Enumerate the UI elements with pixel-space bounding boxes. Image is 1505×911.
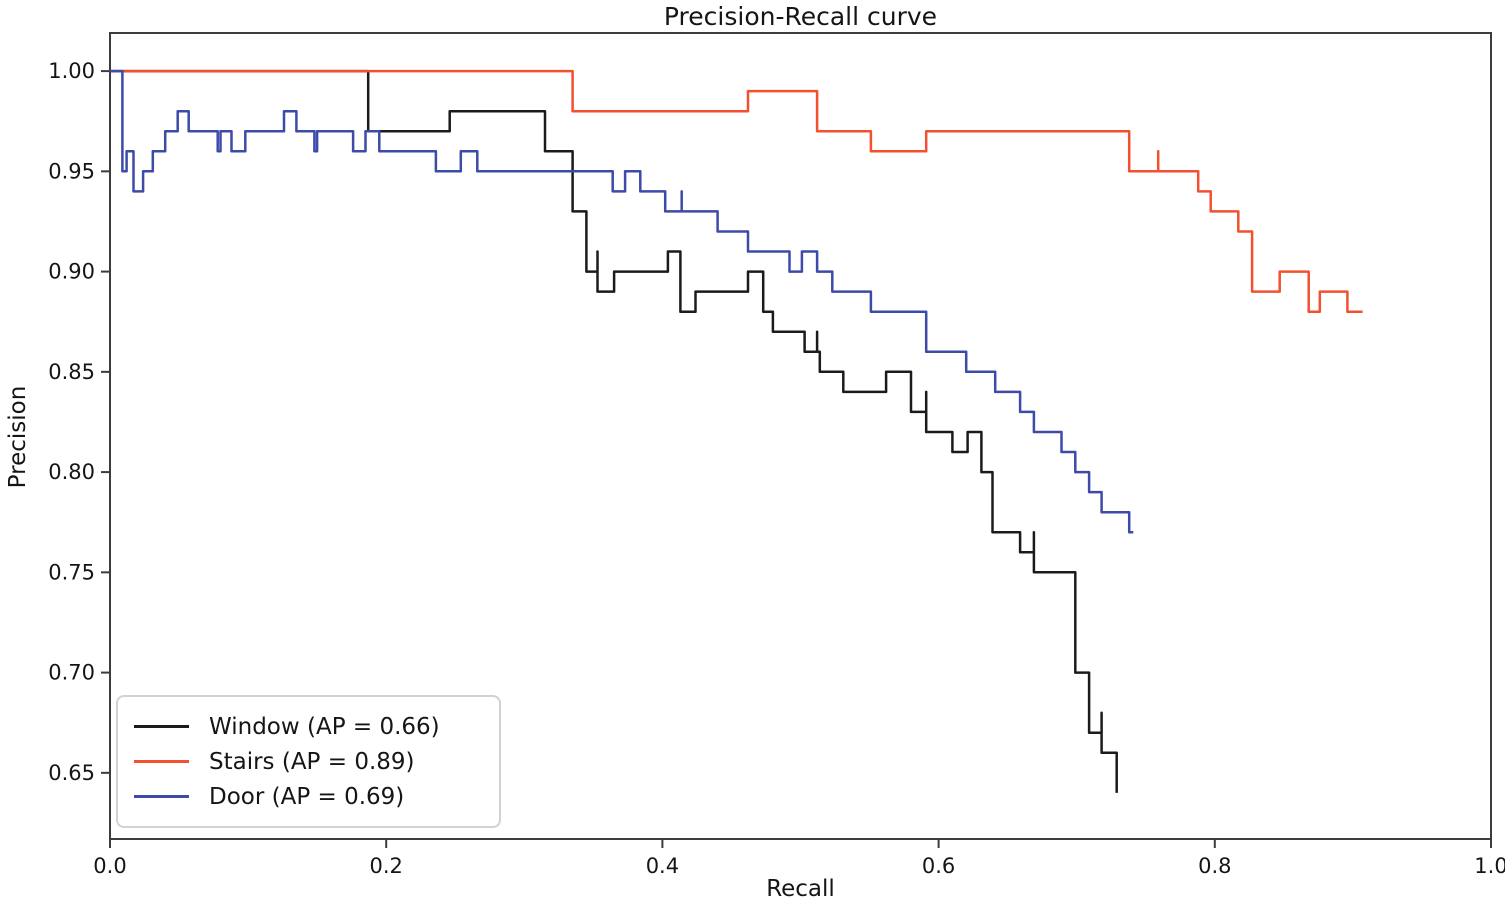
x-tick-label: 0.0 (93, 854, 126, 878)
legend-item-stairs: Stairs (AP = 0.89) (134, 744, 473, 779)
y-tick-label: 0.90 (48, 260, 95, 284)
y-tick-label: 0.75 (48, 560, 95, 584)
legend-line-swatch-door (134, 795, 189, 798)
legend-label-door: Door (AP = 0.69) (209, 783, 405, 810)
x-tick-label: 0.2 (369, 854, 402, 878)
y-tick-label: 0.85 (48, 360, 95, 384)
x-tick-label: 0.8 (1198, 854, 1231, 878)
y-tick-label: 1.00 (48, 59, 95, 83)
x-tick-label: 0.6 (922, 854, 955, 878)
legend-box: Window (AP = 0.66) Stairs (AP = 0.89) Do… (116, 695, 501, 828)
x-axis-label: Recall (766, 876, 835, 902)
series-line-door (110, 69, 1134, 534)
legend-line-swatch-window (134, 725, 189, 728)
legend-label-window: Window (AP = 0.66) (209, 713, 440, 740)
legend-item-door: Door (AP = 0.69) (134, 779, 473, 814)
x-tick-label: 0.4 (646, 854, 679, 878)
legend-item-window: Window (AP = 0.66) (134, 709, 473, 744)
series-line-stairs (110, 69, 1363, 313)
series-line-window (110, 69, 1118, 793)
y-tick-label: 0.95 (48, 159, 95, 183)
legend-line-swatch-stairs (134, 760, 189, 763)
legend-label-stairs: Stairs (AP = 0.89) (209, 748, 415, 775)
x-tick-label: 1.0 (1474, 854, 1505, 878)
plot-frame (109, 32, 1492, 840)
y-tick-label: 0.65 (48, 761, 95, 785)
y-tick-label: 0.70 (48, 661, 95, 685)
chart-title: Precision-Recall curve (663, 2, 938, 31)
y-tick-label: 0.80 (48, 460, 95, 484)
